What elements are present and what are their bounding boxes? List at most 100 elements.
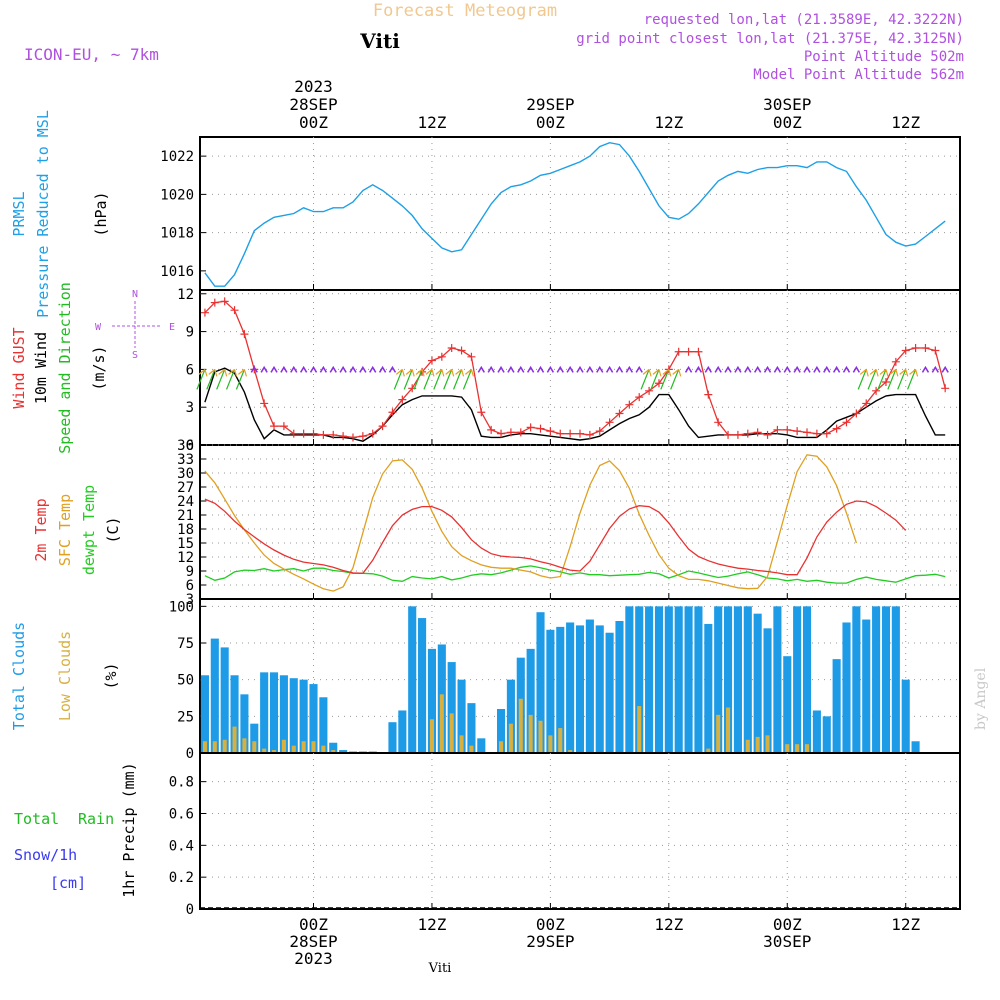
wind-arrow [909, 368, 919, 377]
compass-s: S [132, 350, 138, 361]
y-tick-label: 18 [177, 522, 194, 538]
total-cloud-bar [733, 606, 742, 753]
y-tick-label: 6 [186, 578, 194, 594]
wind-arrow [783, 365, 791, 373]
low-cloud-bar [765, 735, 770, 753]
gust-marker [427, 356, 436, 365]
y-tick-label: 0 [186, 746, 194, 762]
wind-arrow [507, 365, 515, 373]
time-label-bottom: 12Z [417, 915, 446, 934]
wind-barb [225, 369, 236, 390]
total-cloud-bar [566, 622, 575, 753]
wind-arrow [415, 368, 425, 377]
gust-marker [319, 430, 328, 439]
sfc-temp-line [204, 454, 858, 592]
model-altitude: Model Point Altitude 562m [753, 67, 964, 83]
total-cloud-bar [447, 662, 456, 753]
low-cloud-bar [202, 741, 207, 753]
gust-marker [279, 422, 288, 431]
pressure-line [204, 141, 946, 287]
wind-arrow [517, 365, 525, 373]
low-cloud-bar [568, 750, 573, 753]
gust-marker [783, 425, 792, 434]
panel-pressure: 1016 1018 1020 1022 [160, 136, 961, 291]
gust-marker [358, 432, 367, 441]
time-label-top: 00Z [299, 113, 328, 132]
gust-marker [536, 424, 545, 433]
gust-marker [329, 430, 338, 439]
total-cloud-bar [862, 619, 871, 753]
total-cloud-bar [220, 647, 229, 753]
label-cm: [cm] [50, 874, 86, 892]
gust-marker [556, 429, 565, 438]
wind-barb [443, 369, 453, 390]
total-cloud-bar [822, 716, 831, 753]
total-cloud-bar [210, 638, 219, 753]
low-cloud-bar [706, 748, 711, 753]
gust-marker [931, 346, 940, 355]
gust-marker [763, 430, 772, 439]
wind-arrow [435, 368, 445, 377]
gust-marker [645, 386, 654, 395]
y-tick-label: 12 [177, 550, 194, 566]
wind-barb [235, 369, 245, 390]
time-label-bottom: 28SEP [289, 932, 337, 951]
y-tick-label: 0.8 [169, 775, 194, 791]
gust-marker [803, 428, 812, 437]
total-cloud-bar [200, 675, 209, 753]
wind-arrow [694, 365, 703, 373]
label-total-clouds: Total Clouds [10, 622, 28, 730]
total-cloud-bar [793, 606, 802, 753]
time-label-bottom: 00Z [773, 915, 802, 934]
total-cloud-bar [773, 606, 782, 753]
y-tick-label: 75 [177, 636, 194, 652]
gust-marker [309, 429, 318, 438]
wind-arrow [734, 365, 742, 373]
wind-arrow [405, 368, 415, 377]
y-tick-label: 12 [177, 287, 194, 303]
gust-marker [200, 308, 209, 317]
total-cloud-bar [250, 723, 259, 753]
wind-barb [403, 369, 413, 390]
gust-line [204, 300, 946, 439]
low-cloud-bar [449, 713, 454, 753]
label-snow: Snow/1h [14, 846, 77, 864]
low-cloud-bar [321, 745, 326, 753]
wind-arrow [635, 365, 643, 373]
wind-arrow [842, 365, 851, 373]
wind-arrow [556, 365, 564, 373]
low-cloud-bar [331, 750, 336, 753]
compass-w: W [95, 322, 102, 333]
wind-arrow [566, 365, 574, 373]
requested-coords: requested lon,lat (21.3589E, 42.3222N) [644, 12, 964, 28]
wind-arrow [388, 365, 397, 373]
gust-marker [901, 346, 910, 355]
wind-arrow [497, 365, 505, 373]
time-label-bottom: 2023 [294, 949, 333, 968]
low-cloud-bar [745, 739, 750, 753]
gust-marker [714, 418, 723, 427]
total-cloud-bar [694, 606, 703, 753]
gust-marker [852, 409, 861, 418]
gust-marker [773, 425, 782, 434]
gust-marker [289, 429, 298, 438]
wind-barb [216, 369, 226, 390]
total-cloud-bar [289, 678, 298, 753]
y-tick-label: 30 [177, 466, 194, 482]
wind-arrow [672, 368, 682, 377]
time-label-bottom: 12Z [654, 915, 683, 934]
total-cloud-bar [585, 619, 594, 753]
wind-arrow [250, 365, 258, 373]
total-cloud-bar [329, 742, 338, 753]
gust-marker [477, 408, 486, 417]
low-cloud-bar [726, 707, 731, 753]
wind-arrow [586, 365, 594, 373]
panel-precip: 0 0.2 0.4 0.6 0.8 [169, 752, 961, 918]
gust-marker [240, 330, 249, 339]
wind-barb [462, 369, 472, 390]
total-cloud-bar [901, 679, 910, 753]
wind-arrow [652, 368, 662, 377]
gust-marker [585, 430, 594, 439]
y-tick-label: 0.2 [169, 870, 194, 886]
